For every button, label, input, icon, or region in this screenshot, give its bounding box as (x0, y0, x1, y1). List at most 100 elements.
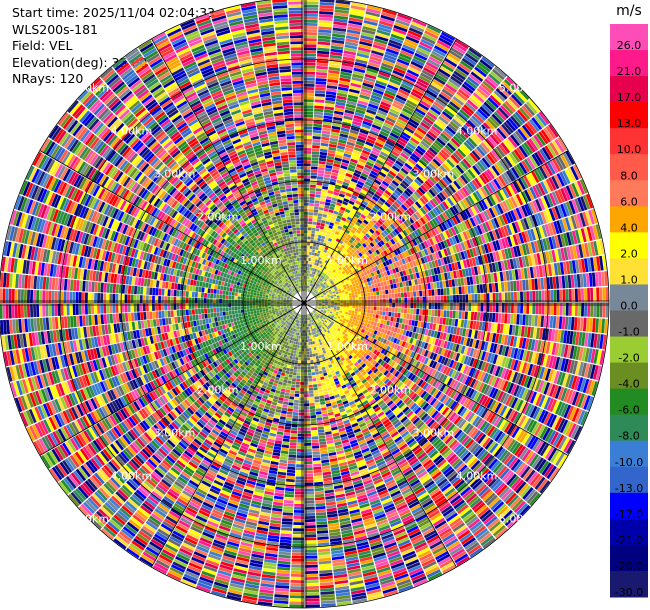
velocity-gate (343, 115, 353, 121)
velocity-gate (311, 274, 314, 278)
velocity-gate (391, 288, 395, 294)
velocity-gate (528, 314, 532, 326)
velocity-gate (378, 133, 388, 140)
velocity-gate (492, 303, 496, 313)
velocity-gate (356, 314, 361, 318)
velocity-gate (343, 53, 356, 59)
velocity-gate (342, 309, 346, 312)
velocity-gate (318, 26, 332, 31)
velocity-gate (350, 158, 358, 164)
velocity-gate (408, 280, 412, 286)
velocity-gate (330, 200, 337, 205)
velocity-gate (344, 175, 352, 181)
velocity-gate (313, 271, 316, 275)
velocity-gate (380, 281, 384, 287)
velocity-gate (304, 141, 312, 145)
velocity-gate (309, 187, 316, 191)
velocity-gate (315, 228, 320, 232)
velocity-gate (349, 197, 356, 203)
velocity-gate (355, 297, 359, 301)
velocity-gate (320, 238, 325, 243)
velocity-gate (353, 316, 357, 320)
velocity-gate (330, 232, 335, 237)
velocity-gate (359, 37, 374, 44)
velocity-gate (335, 238, 341, 243)
velocity-gate (339, 308, 343, 311)
velocity-gate (341, 217, 347, 222)
velocity-gate (354, 143, 364, 150)
velocity-gate (319, 11, 334, 15)
velocity-gate (396, 317, 400, 323)
velocity-gate (333, 15, 349, 20)
velocity-gate (321, 136, 330, 141)
velocity-gate (304, 111, 314, 115)
velocity-gate (363, 76, 376, 83)
velocity-gate (372, 88, 384, 95)
velocity-gate (344, 109, 355, 115)
velocity-gate (348, 183, 356, 189)
velocity-gate (370, 306, 374, 310)
velocity-gate (381, 285, 385, 291)
velocity-gate (384, 315, 388, 321)
velocity-gate (323, 176, 331, 181)
velocity-gate (372, 313, 376, 318)
velocity-gate (329, 60, 342, 66)
velocity-gate (328, 63, 341, 69)
velocity-gate (418, 315, 422, 322)
velocity-gate (312, 218, 317, 222)
velocity-gate (310, 276, 313, 280)
velocity-gate (387, 113, 398, 121)
velocity-gate (361, 303, 365, 306)
velocity-gate (476, 312, 481, 321)
velocity-gate (445, 280, 450, 288)
velocity-gate (325, 199, 332, 203)
velocity-gate (414, 52, 428, 61)
velocity-gate (367, 106, 378, 113)
velocity-gate (353, 146, 363, 153)
velocity-gate (334, 157, 342, 162)
velocity-gate (334, 240, 339, 245)
velocity-gate (440, 303, 444, 310)
velocity-gate (345, 106, 356, 112)
velocity-gate (342, 56, 355, 62)
velocity-gate (455, 310, 459, 319)
velocity-gate (348, 310, 352, 313)
velocity-gate (355, 55, 369, 62)
velocity-gate (321, 265, 325, 269)
velocity-gate (370, 150, 380, 157)
velocity-gate (368, 100, 380, 107)
velocity-gate (344, 195, 351, 200)
velocity-gate (328, 184, 335, 189)
velocity-gate (412, 291, 417, 297)
velocity-gate (352, 70, 365, 77)
velocity-gate (322, 258, 326, 263)
velocity-gate (331, 169, 339, 174)
velocity-gate (338, 170, 346, 176)
velocity-gate (347, 97, 358, 103)
velocity-gate (571, 288, 575, 302)
velocity-gate (316, 253, 320, 257)
velocity-gate (416, 296, 420, 303)
velocity-gate (304, 151, 312, 154)
velocity-gate (414, 320, 418, 327)
velocity-gate (336, 148, 345, 153)
velocity-gate (416, 290, 420, 297)
velocity-gate (330, 134, 339, 139)
velocity-gate (434, 309, 438, 317)
velocity-gate (304, 80, 315, 84)
velocity-gate (559, 289, 563, 302)
velocity-gate (552, 276, 557, 289)
velocity-gate (322, 121, 332, 126)
velocity-gate (400, 292, 404, 298)
velocity-gate (304, 93, 315, 97)
velocity-gate (363, 279, 368, 284)
velocity-gate (390, 284, 394, 289)
velocity-gate (347, 203, 354, 208)
velocity-gate (553, 289, 557, 302)
velocity-gate (318, 23, 333, 28)
velocity-gate (319, 225, 325, 230)
velocity-gate (331, 39, 345, 44)
velocity-gate (306, 251, 310, 255)
velocity-gate (307, 264, 310, 268)
velocity-gate (359, 129, 369, 135)
